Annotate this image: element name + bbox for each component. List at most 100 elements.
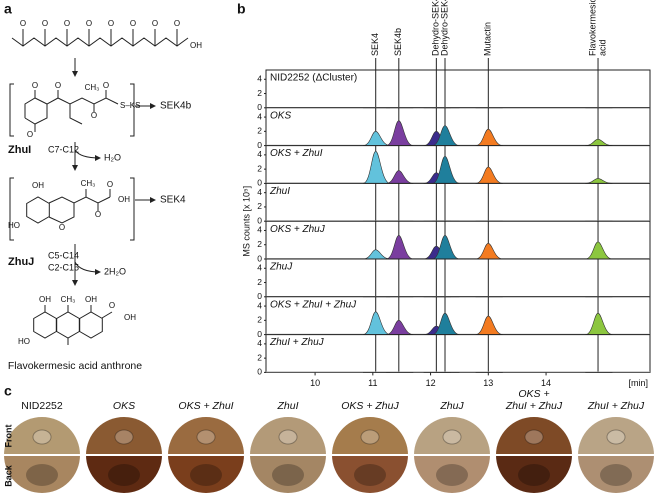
released: 2H₂O [104, 266, 126, 276]
atom-label: OH [124, 313, 136, 322]
peak [585, 178, 613, 184]
compound-label: Mutactin [483, 22, 493, 56]
plate-back [496, 455, 572, 493]
atom-label: O [86, 19, 92, 28]
y-tick-label: 2 [257, 163, 262, 173]
bond [11, 37, 189, 47]
y-tick-label: 4 [257, 111, 262, 121]
peak [386, 170, 414, 184]
atom-label: O [109, 301, 115, 310]
plate-back [414, 455, 490, 493]
colony [196, 429, 216, 445]
peak [362, 151, 391, 184]
compound-label: acid [597, 39, 607, 56]
row-label: OKS [270, 110, 291, 121]
plate-front [86, 417, 162, 455]
peak [475, 315, 503, 335]
atom-label: O [32, 81, 38, 90]
row-label: ZhuJ [269, 262, 293, 273]
atom-label: O [174, 19, 180, 28]
strain-label: NID2252 [21, 400, 63, 412]
bond [24, 97, 83, 132]
peak [386, 320, 414, 335]
bond [44, 305, 113, 345]
plate-back [86, 455, 162, 493]
peak [585, 138, 613, 146]
y-tick-label: 4 [257, 74, 262, 84]
side-label: Back [3, 464, 13, 487]
strain-label: ZhuI + ZhuJ [505, 400, 563, 412]
strain-label: OKS + [518, 388, 549, 400]
enzyme: ZhuI [8, 144, 31, 156]
x-tick-label: 11 [368, 378, 377, 388]
compound-label: SEK4 [370, 33, 380, 56]
y-tick-label: 0 [257, 253, 262, 263]
x-tick-label: 12 [426, 378, 436, 388]
strain-label: OKS + ZhuJ [341, 400, 399, 412]
colony [278, 429, 298, 445]
y-tick-label: 0 [257, 140, 262, 150]
row-label: OKS + ZhuJ [270, 224, 326, 235]
strain-label: ZhuI + ZhuJ [587, 400, 645, 412]
x-tick-label: 10 [310, 378, 320, 388]
y-tick-label: 2 [257, 201, 262, 211]
atom-label: HO [8, 221, 20, 230]
colony [442, 429, 462, 445]
panel-c: NID2252 OKS OKS + ZhuI ZhuI OKS + ZhuJ ZhuJ OK… [3, 388, 654, 493]
y-tick-label: 4 [257, 225, 262, 235]
plate-back [578, 455, 654, 493]
colony [524, 429, 544, 445]
compound-label: Flavokermesic [587, 0, 597, 56]
y-tick-label: 0 [257, 291, 262, 301]
y-tick-label: 0 [257, 102, 262, 112]
plate-front [332, 417, 408, 455]
strain-label: ZhuJ [439, 400, 464, 412]
bracket [9, 83, 135, 137]
atom-label: O [27, 130, 33, 139]
x-unit: [min] [628, 378, 648, 388]
peak [475, 166, 503, 184]
peak [585, 241, 613, 260]
y-tick-label: 2 [257, 277, 262, 287]
x-tick-label: 14 [541, 378, 551, 388]
plate-back [168, 455, 244, 493]
product-name: Flavokermesic acid anthrone [8, 360, 142, 372]
strain-label: OKS + ZhuI [178, 400, 233, 412]
strain-label: ZhuI [276, 400, 298, 412]
colony [190, 464, 222, 486]
plate-front [496, 417, 572, 455]
atom-label: CH₃ [85, 83, 100, 92]
atom-label: CH₃ [61, 295, 76, 304]
colony [354, 464, 386, 486]
bond [26, 196, 50, 224]
colony [436, 464, 468, 486]
atom-label: O [107, 180, 113, 189]
panel-label: c [4, 383, 12, 399]
y-title: MS counts [x 10⁵] [241, 186, 251, 257]
atom-label: O [59, 223, 65, 232]
row-label: OKS + ZhuI + ZhuJ [270, 299, 357, 310]
bond [24, 97, 119, 125]
row-label: ZhuI [269, 186, 290, 197]
y-tick-label: 4 [257, 338, 262, 348]
y-tick-label: 2 [257, 126, 262, 136]
y-tick-label: 0 [257, 367, 262, 377]
atom-label: HO [18, 337, 30, 346]
y-tick-label: 2 [257, 352, 262, 362]
atom-label: S–KS [120, 101, 140, 110]
bond [79, 311, 103, 339]
colony [108, 464, 140, 486]
atom-label: OH [118, 195, 130, 204]
bond-label: C7-C12 [48, 144, 79, 154]
atom-label: OH [32, 181, 44, 190]
atom-label: O [55, 81, 61, 90]
peak [362, 131, 391, 146]
plate-front [168, 417, 244, 455]
y-tick-label: 4 [257, 149, 262, 159]
atom-label: OH [39, 295, 51, 304]
compound-label: Dehydro-SEK4b [431, 0, 441, 56]
colony [114, 429, 134, 445]
peak [386, 120, 414, 146]
